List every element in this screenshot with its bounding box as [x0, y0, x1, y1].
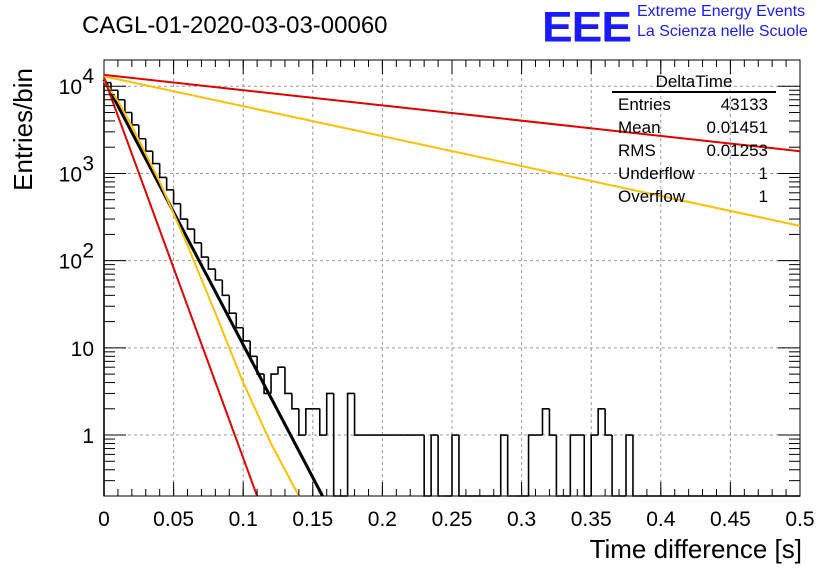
histogram-bin — [555, 435, 564, 497]
logo-tagline-1: Extreme Energy Events — [637, 3, 806, 20]
histogram-bin — [625, 434, 633, 496]
histogram-bin — [611, 435, 620, 497]
logo-tagline-2: La Scienza nelle Scuole — [637, 23, 808, 40]
histogram-bin — [291, 393, 299, 410]
y-tick-label: 1 — [82, 425, 94, 448]
y-tick-label: 10 — [59, 251, 82, 274]
histogram-bin — [325, 392, 334, 436]
x-tick-label: 0.2 — [368, 508, 397, 531]
histogram-bin — [353, 393, 362, 436]
histogram-bin — [590, 434, 599, 496]
stats-value-overflow: 1 — [759, 187, 768, 206]
stats-label-rms: RMS — [618, 141, 656, 160]
histogram-bin — [172, 189, 181, 205]
histogram-bin — [144, 138, 153, 152]
fit-curve-0 — [102, 78, 324, 497]
x-tick-label: 0 — [98, 508, 110, 531]
stats-label-mean: Mean — [618, 118, 661, 137]
histogram-bin — [541, 408, 550, 436]
y-tick-label: 10 — [59, 163, 82, 186]
histogram-bin — [207, 257, 216, 270]
fit-curves — [102, 73, 801, 497]
stats-value-mean: 0.01451 — [707, 118, 768, 137]
histogram-bin — [193, 229, 202, 244]
histogram-bin — [235, 313, 244, 329]
histogram-bin — [214, 269, 223, 281]
histogram-bin — [284, 367, 292, 395]
histogram-bin — [346, 392, 355, 496]
histogram-bin — [270, 373, 278, 394]
histogram-bin — [597, 408, 606, 436]
histogram-bin — [186, 219, 195, 230]
x-tick-label: 0.15 — [292, 508, 333, 531]
x-tick-label: 0.35 — [571, 508, 612, 531]
histogram-bin — [179, 203, 188, 220]
y-tick-exponent: 2 — [82, 240, 94, 263]
x-axis-label: Time difference [s] — [589, 534, 802, 564]
histogram-bin — [277, 366, 285, 375]
histogram-bin — [200, 242, 209, 258]
histogram-bin — [548, 408, 557, 436]
fit-curve-3 — [103, 75, 801, 227]
histogram-bin — [451, 434, 459, 496]
histogram-bin — [151, 151, 160, 165]
axes: 0 0.05 0.1 0.15 0.2 0.25 0.3 0.35 0.4 0.45 0.5 1 10 1… — [59, 59, 815, 531]
histogram-bin — [228, 295, 237, 314]
y-tick-label: 10 — [71, 338, 94, 361]
x-tick-label: 0.1 — [229, 508, 258, 531]
histogram-bin — [305, 408, 313, 436]
x-tick-label: 0.4 — [646, 508, 676, 531]
histogram-bin — [499, 434, 508, 496]
x-tick-label: 0.3 — [507, 508, 536, 531]
histogram-bin — [158, 163, 167, 179]
grid — [104, 60, 800, 496]
histogram-bin — [165, 177, 174, 191]
histogram-bin — [583, 435, 592, 497]
fit-curve-2 — [103, 77, 259, 497]
stats-label-underflow: Underflow — [618, 164, 695, 183]
eee-logo: EEE — [542, 2, 632, 51]
histogram-bin — [527, 434, 536, 496]
x-tick-label: 0.5 — [785, 508, 814, 531]
histogram-bin — [458, 435, 466, 497]
y-axis-label: Entries/bin — [8, 68, 38, 191]
run-title: CAGL-01-2020-03-03-00060 — [82, 12, 388, 39]
x-tick-label: 0.05 — [153, 508, 194, 531]
stats-label-overflow: Overflow — [618, 187, 686, 206]
histogram-bin — [221, 279, 230, 297]
histogram-bin — [430, 434, 439, 496]
fit-curve-1 — [103, 80, 300, 497]
y-tick-exponent: 3 — [82, 152, 94, 175]
stats-title: DeltaTime — [656, 72, 733, 91]
fit-curve-4 — [103, 73, 801, 153]
stats-label-entries: Entries — [618, 95, 671, 114]
x-tick-label: 0.45 — [710, 508, 751, 531]
stats-box: DeltaTime Entries 43133 Mean 0.01451 RMS… — [612, 72, 776, 206]
histogram-bin — [569, 434, 578, 496]
stats-value-underflow: 1 — [759, 164, 768, 183]
histogram-bin — [318, 408, 327, 436]
histogram-bin — [242, 327, 251, 342]
stats-value-rms: 0.01253 — [707, 141, 768, 160]
histogram-bin — [332, 393, 341, 497]
stats-value-entries: 43133 — [721, 95, 768, 114]
histogram-bin — [298, 408, 306, 436]
histogram-bin — [604, 408, 613, 436]
y-tick-exponent: 4 — [82, 65, 94, 88]
x-tick-label: 0.25 — [432, 508, 473, 531]
y-tick-label: 10 — [59, 76, 82, 99]
